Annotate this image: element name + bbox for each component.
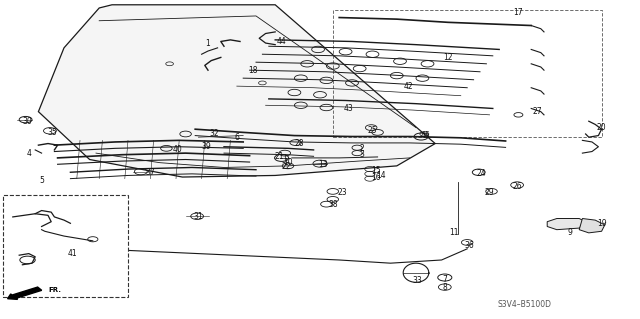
Polygon shape [579, 219, 605, 233]
Text: 7: 7 [442, 275, 447, 284]
Bar [333, 10, 602, 137]
Text: 18: 18 [248, 66, 257, 75]
Text: 19: 19 [596, 219, 607, 228]
Text: 40: 40 [173, 145, 183, 154]
Text: 28: 28 [295, 139, 304, 148]
Text: 21: 21 [275, 152, 284, 161]
Text: 35: 35 [47, 128, 58, 137]
Text: 27: 27 [532, 107, 543, 116]
Text: 24: 24 [476, 169, 486, 178]
Text: 9: 9 [567, 228, 572, 237]
Text: 22: 22 [282, 162, 291, 171]
Text: 17: 17 [513, 8, 524, 17]
Text: 13: 13 [318, 160, 328, 169]
Text: 32: 32 [209, 130, 220, 138]
FancyArrow shape [8, 287, 42, 299]
Text: 23: 23 [337, 189, 348, 197]
Text: FR.: FR. [48, 287, 61, 293]
Text: 15: 15 [371, 166, 381, 175]
Text: 20: 20 [596, 123, 607, 132]
Text: 8: 8 [442, 283, 447, 292]
Text: 38: 38 [328, 200, 338, 209]
Text: 36: 36 [464, 241, 474, 250]
Text: 33: 33 [412, 276, 422, 285]
Text: 25: 25 [367, 126, 378, 135]
Bar [3, 195, 128, 297]
Text: S3V4–B5100D: S3V4–B5100D [498, 300, 552, 309]
Text: 11: 11 [450, 228, 459, 237]
Text: 44: 44 [276, 37, 287, 46]
Text: 16: 16 [371, 173, 381, 182]
Text: 6: 6 [234, 133, 239, 142]
Text: 39: 39 [201, 142, 211, 151]
Text: 41: 41 [67, 249, 77, 258]
Text: 42: 42 [403, 82, 413, 91]
Text: 45: 45 [420, 131, 431, 140]
Text: 30: 30 [22, 117, 32, 126]
Text: 4: 4 [26, 149, 31, 158]
Text: 3: 3 [359, 150, 364, 159]
Text: 37: 37 [145, 168, 156, 177]
Text: 43: 43 [344, 104, 354, 113]
Text: 12: 12 [444, 53, 452, 62]
Text: 1: 1 [205, 39, 211, 48]
Polygon shape [38, 5, 435, 177]
Text: 5: 5 [39, 176, 44, 185]
Text: 2: 2 [359, 144, 364, 153]
Polygon shape [547, 219, 586, 230]
Text: 14: 14 [376, 171, 386, 180]
Text: 26: 26 [512, 182, 522, 191]
Text: 29: 29 [484, 189, 495, 197]
Text: 10: 10 [283, 158, 293, 167]
Text: 31: 31 [193, 212, 204, 221]
